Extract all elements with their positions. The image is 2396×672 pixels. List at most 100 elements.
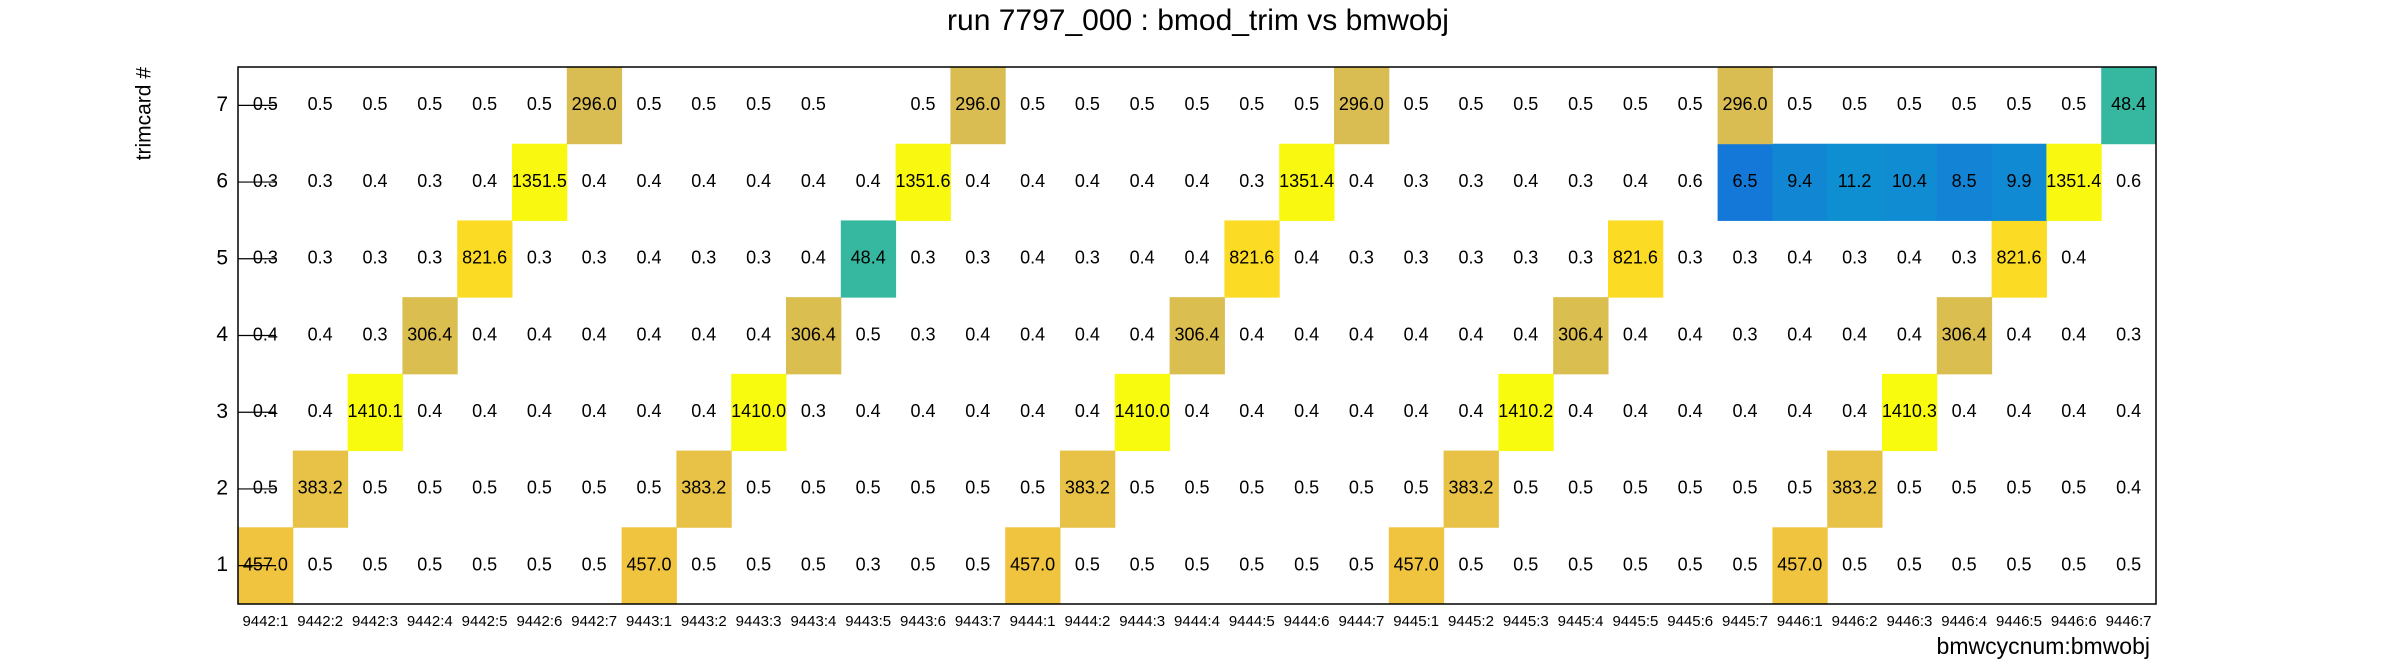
cell-label: 457.0 (626, 554, 671, 574)
cell-label: 0.3 (1678, 248, 1703, 268)
cell-label: 0.5 (1130, 554, 1155, 574)
cell-label: 0.4 (1458, 324, 1483, 344)
cell-label: 0.4 (527, 401, 552, 421)
cell-label: 0.4 (801, 248, 826, 268)
cell-label: 0.4 (582, 171, 607, 191)
x-tick-label: 9445:4 (1558, 613, 1604, 630)
chart-title: run 7797_000 : bmod_trim vs bmwobj (947, 4, 1449, 37)
y-tick-label: 2 (216, 476, 228, 499)
cell-label: 0.5 (1678, 478, 1703, 498)
cell-label: 0.4 (2061, 248, 2086, 268)
cell-label: 0.4 (1075, 401, 1100, 421)
cell-label: 0.5 (472, 94, 497, 114)
cell-label: 0.5 (1678, 554, 1703, 574)
cell-label: 0.5 (1513, 478, 1538, 498)
cell-label: 0.5 (1952, 554, 1977, 574)
cell-label: 0.3 (362, 324, 387, 344)
cell-label: 0.6 (1678, 171, 1703, 191)
cell-label: 0.5 (1349, 554, 1374, 574)
x-tick-label: 9446:1 (1777, 613, 1823, 630)
cell (566, 67, 623, 145)
cell-label: 383.2 (298, 478, 343, 498)
x-tick-label: 9445:7 (1722, 613, 1768, 630)
cell-label: 0.3 (253, 248, 278, 268)
y-tick-label: 7 (216, 93, 228, 116)
x-tick-label: 9443:2 (681, 613, 727, 630)
cell-label: 0.3 (1075, 248, 1100, 268)
cell-label: 1410.0 (731, 401, 786, 421)
cell-label: 0.5 (1294, 94, 1319, 114)
cell-label: 0.5 (801, 478, 826, 498)
cell-label: 0.4 (1787, 401, 1812, 421)
cell-label: 0.5 (1842, 554, 1867, 574)
cell (1388, 527, 1445, 605)
cell-label: 0.4 (1075, 324, 1100, 344)
cell (1936, 297, 1993, 375)
y-tick-label: 1 (216, 553, 228, 576)
cell-label: 0.4 (1294, 401, 1319, 421)
cell-label: 0.5 (362, 554, 387, 574)
cell-label: 0.4 (527, 324, 552, 344)
cell (786, 297, 842, 375)
cell-label: 306.4 (1942, 324, 1987, 344)
cell-label: 0.3 (965, 248, 990, 268)
cell-label: 0.4 (1404, 401, 1429, 421)
cell-label: 0.5 (691, 94, 716, 114)
cell-label: 0.5 (910, 554, 935, 574)
cell-label: 0.4 (691, 171, 716, 191)
cell-label: 0.4 (910, 401, 935, 421)
cell-label: 1351.4 (2046, 171, 2101, 191)
cell-label: 0.4 (1239, 401, 1264, 421)
cell (1827, 143, 1883, 221)
cell-label: 0.5 (1952, 478, 1977, 498)
cell (457, 220, 513, 298)
cell-label: 0.4 (1020, 324, 1045, 344)
cell-label: 0.3 (1458, 248, 1483, 268)
cell-label: 0.4 (965, 171, 990, 191)
cell-label: 0.4 (1842, 324, 1867, 344)
cell-label: 0.5 (801, 554, 826, 574)
cell-label: 1351.5 (512, 171, 567, 191)
cell-label: 0.5 (1075, 554, 1100, 574)
x-tick-label: 9444:1 (1010, 613, 1056, 630)
x-tick-label: 9443:3 (736, 613, 782, 630)
cell-label: 383.2 (1448, 478, 1493, 498)
x-tick-label: 9444:6 (1284, 613, 1330, 630)
cell-label: 0.4 (636, 171, 661, 191)
cell-label: 0.5 (1294, 478, 1319, 498)
cell-label: 0.5 (1239, 554, 1264, 574)
cell-label: 0.3 (1349, 248, 1374, 268)
cell-label: 0.4 (1020, 401, 1045, 421)
cell-label: 0.3 (1513, 248, 1538, 268)
cell-label: 0.4 (691, 324, 716, 344)
y-tick-label: 5 (216, 246, 228, 269)
cell-label: 457.0 (243, 554, 288, 574)
x-tick-label: 9443:5 (845, 613, 891, 630)
cell-label: 0.4 (1952, 401, 1977, 421)
cell-label: 296.0 (1339, 94, 1384, 114)
x-axis-title: bmwcycnum:bmwobj (1937, 633, 2150, 659)
cell-label: 0.5 (801, 94, 826, 114)
cell-label: 1351.4 (1279, 171, 1334, 191)
x-tick-label: 9442:3 (352, 613, 398, 630)
cell-label: 0.3 (1239, 171, 1264, 191)
cell-label: 0.5 (1349, 478, 1374, 498)
x-tick-label: 9445:2 (1448, 613, 1494, 630)
cell-label: 0.4 (636, 324, 661, 344)
x-tick-label: 9442:5 (462, 613, 508, 630)
cell (1882, 373, 1938, 452)
cell-label: 0.3 (691, 248, 716, 268)
cell-label: 0.5 (1513, 94, 1538, 114)
cell-label: 0.5 (1184, 554, 1209, 574)
x-tick-label: 9445:5 (1612, 613, 1658, 630)
cell (1991, 220, 2047, 298)
cell-label: 0.5 (1952, 94, 1977, 114)
cell-label: 0.4 (1294, 248, 1319, 268)
cell-label: 0.4 (1130, 324, 1155, 344)
x-tick-label: 9444:2 (1064, 613, 1110, 630)
cell-label: 0.3 (308, 171, 333, 191)
y-tick-label: 3 (216, 400, 228, 423)
cell-label: 0.5 (362, 94, 387, 114)
cell (292, 450, 349, 528)
